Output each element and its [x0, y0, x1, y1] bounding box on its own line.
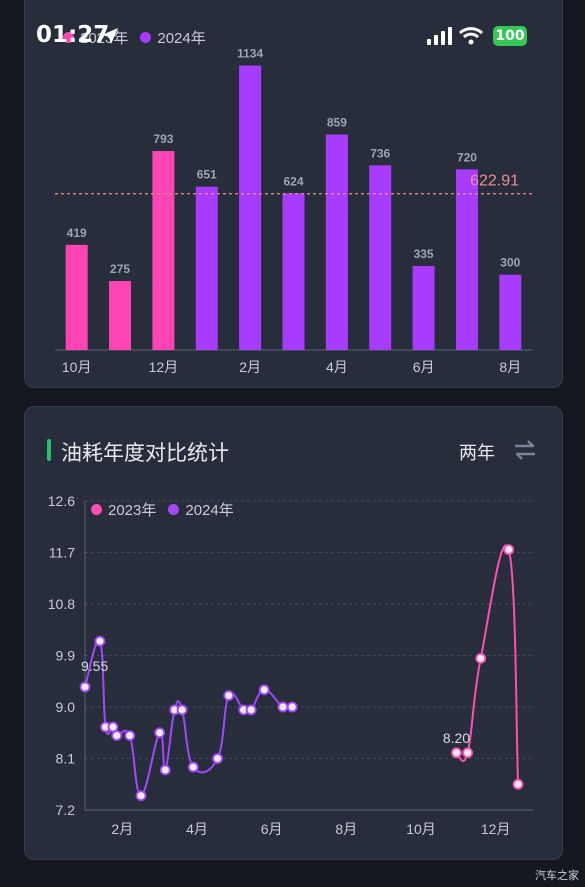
legend-item-2024[interactable]: 2024年	[140, 27, 206, 48]
y-tick-label: 9.0	[56, 699, 76, 715]
monthly-bar-chart-card: 2023年 2024年 419 10月 275 793 12月 651 1134 2月 624 8…	[24, 0, 563, 388]
y-tick-label: 12.6	[48, 493, 75, 509]
swap-arrows-icon[interactable]	[513, 439, 537, 466]
bar-2024-8	[412, 265, 435, 350]
data-point-2024	[258, 684, 270, 696]
legend-label-2024-line: 2024年	[185, 502, 234, 519]
bar-value-label: 335	[414, 247, 434, 261]
data-point-2024	[245, 704, 257, 716]
average-value-label: 622.91	[470, 173, 519, 190]
data-point-2023	[512, 778, 524, 790]
bar-2024-3	[195, 186, 218, 350]
data-point-2024	[79, 681, 91, 693]
x-tick-label: 10月	[62, 359, 92, 375]
data-point-2024	[187, 761, 199, 773]
bar-value-label: 793	[153, 132, 173, 146]
status-bar: 01:27 100	[0, 0, 585, 70]
line-chart-legend[interactable]: 2023年 2024年	[91, 499, 246, 520]
bar-value-label: 736	[370, 146, 390, 160]
series-line-2024	[84, 639, 293, 797]
bar-2023-0	[65, 244, 88, 350]
x-tick-label: 2月	[239, 359, 261, 375]
data-point-2024	[176, 704, 188, 716]
data-point-2024	[286, 701, 298, 713]
x-tick-label: 6月	[413, 359, 435, 375]
fuel-consumption-card: 油耗年度对比统计 两年 2023年 2024年 7.2 8.1 9.0 9.9 10.8…	[24, 406, 563, 860]
legend-label-2023-line: 2023年	[108, 502, 157, 519]
data-point-2024	[111, 730, 123, 742]
data-point-2023	[503, 544, 515, 556]
bar-2023-1	[109, 281, 132, 350]
line-chart: 7.2 8.1 9.0 9.9 10.8 11.7 12.6 2月 4月 6月 8月 10月 12月 9.…	[48, 493, 533, 837]
y-tick-label: 8.1	[56, 751, 76, 767]
battery-indicator: 100	[493, 26, 527, 46]
legend-dot-2023	[63, 32, 74, 43]
x-tick-label: 12月	[481, 821, 511, 837]
bar-2024-5	[282, 193, 305, 350]
data-point-2023	[475, 652, 487, 664]
bar-value-label: 300	[500, 256, 520, 270]
status-time: 01:27	[36, 22, 110, 48]
legend-item-2023-line[interactable]: 2023年	[91, 499, 156, 520]
y-tick-label: 9.9	[56, 648, 76, 664]
location-arrow-icon	[100, 26, 120, 51]
data-point-2024	[212, 753, 223, 764]
legend-item-2024-line[interactable]: 2024年	[168, 499, 234, 520]
bar-chart-legend[interactable]: 2023年 2024年	[63, 27, 218, 48]
data-point-2024	[135, 790, 147, 802]
cellular-signal-icon	[427, 27, 453, 50]
x-tick-label: 6月	[261, 821, 283, 837]
point-value-label: 9.55	[81, 658, 108, 674]
data-point-2024	[154, 727, 166, 739]
title-accent-bar	[47, 439, 51, 461]
data-point-2023	[451, 747, 462, 759]
wifi-icon	[458, 26, 484, 51]
x-tick-label: 2月	[111, 821, 133, 837]
bar-value-label: 624	[283, 174, 303, 188]
bar-value-label: 1134	[237, 47, 263, 61]
bar-2024-9	[455, 169, 478, 350]
bar-value-label: 859	[327, 116, 347, 130]
data-point-2024	[94, 635, 106, 647]
data-point-2024	[223, 690, 235, 701]
range-selector[interactable]: 两年	[459, 443, 495, 463]
legend-label-2023: 2023年	[80, 30, 129, 47]
point-value-label: 8.20	[443, 730, 470, 746]
bar-value-label: 275	[110, 262, 130, 276]
x-tick-label: 10月	[406, 821, 436, 837]
x-tick-label: 4月	[186, 821, 208, 837]
bar-2023-2	[152, 151, 175, 350]
card-header: 油耗年度对比统计 两年	[47, 435, 537, 465]
bar-value-label: 720	[457, 150, 477, 164]
bar-value-label: 419	[67, 226, 87, 240]
bar-2024-6	[325, 134, 348, 350]
x-tick-label: 12月	[149, 359, 179, 375]
legend-item-2023[interactable]: 2023年	[63, 27, 128, 48]
y-tick-label: 11.7	[49, 545, 75, 561]
legend-dot-2024	[140, 32, 152, 43]
card-title: 油耗年度对比统计	[61, 442, 229, 465]
data-point-2023	[462, 747, 474, 759]
data-point-2024	[277, 701, 289, 713]
bar-2024-7	[369, 165, 392, 350]
x-tick-label: 8月	[335, 821, 357, 837]
bar-value-label: 651	[197, 168, 217, 182]
legend-label-2024: 2024年	[157, 30, 206, 47]
y-tick-label: 10.8	[48, 596, 75, 612]
x-tick-label: 4月	[326, 359, 348, 375]
data-point-2024	[159, 764, 171, 776]
data-point-2024	[107, 721, 119, 733]
legend-dot-2024-line	[168, 504, 180, 515]
watermark-text: 汽车之家	[535, 870, 579, 882]
data-point-2024	[124, 730, 136, 742]
legend-dot-2023-line	[91, 504, 102, 515]
bar-chart: 419 10月 275 793 12月 651 1134 2月 624 859 4月 736 335 6月…	[55, 47, 532, 375]
y-tick-label: 7.2	[56, 802, 76, 818]
bar-2024-4	[239, 65, 262, 351]
x-tick-label: 8月	[499, 359, 521, 375]
bar-2024-10	[499, 274, 522, 350]
